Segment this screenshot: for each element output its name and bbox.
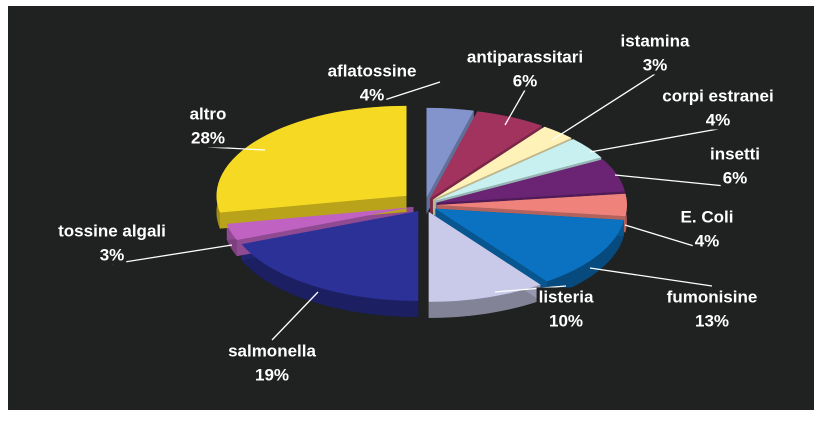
label-bg [692, 231, 722, 251]
slice-side [428, 284, 541, 318]
label-bg [56, 221, 168, 241]
leader-line [551, 73, 656, 141]
leader-line [494, 285, 567, 293]
label-bg [660, 86, 776, 106]
label-bg [252, 365, 292, 385]
labels: aflatossine 4% antiparassitari 6% istamina 3%… [56, 31, 776, 385]
slice [437, 193, 627, 217]
value-label: 4% [695, 231, 720, 250]
value-label: 4% [360, 85, 385, 104]
category-label: listeria [539, 287, 594, 306]
slice [435, 208, 624, 282]
slice-side [241, 244, 419, 317]
label-bg [707, 144, 763, 164]
leader-line [504, 89, 526, 126]
label-bg [536, 287, 596, 307]
slice [216, 105, 407, 213]
label-bg [692, 311, 732, 331]
category-label: insetti [710, 144, 760, 163]
category-label: antiparassitari [467, 47, 583, 66]
label-bg [664, 287, 760, 307]
slice [428, 211, 541, 302]
slice [226, 207, 414, 241]
leader-line [614, 174, 736, 188]
slice-inner [219, 105, 407, 229]
label-bg [640, 55, 670, 75]
category-label: istamina [621, 31, 691, 50]
label-bg [618, 31, 693, 51]
leader-line [589, 128, 719, 153]
label-bg [703, 110, 733, 130]
value-label: 19% [255, 365, 289, 384]
category-label: altro [190, 104, 227, 123]
value-label: 3% [643, 55, 668, 74]
label-bg [678, 207, 736, 227]
slice [241, 210, 419, 301]
slice [432, 126, 572, 200]
category-label: corpi estranei [662, 86, 774, 105]
label-bg [325, 61, 419, 81]
value-label: 4% [706, 110, 731, 129]
category-label: salmonella [228, 341, 316, 360]
slice [436, 159, 625, 203]
category-label: fumonisine [667, 287, 758, 306]
slice-side [547, 219, 624, 298]
value-label: 10% [549, 311, 583, 330]
category-label: E. Coli [681, 207, 734, 226]
leader-line [589, 267, 713, 287]
label-bg [510, 71, 540, 91]
value-label: 13% [695, 311, 729, 330]
value-label: 6% [513, 71, 538, 90]
slice [430, 111, 542, 199]
value-label: 3% [100, 245, 125, 264]
pie-tops [216, 105, 627, 302]
slice [426, 107, 474, 198]
category-label: aflatossine [328, 61, 417, 80]
value-label: 6% [723, 168, 748, 187]
label-bg [187, 104, 229, 124]
label-bg [464, 47, 586, 67]
label-bg [720, 168, 750, 188]
value-label: 28% [191, 128, 225, 147]
label-bg [357, 85, 387, 105]
slice [434, 139, 602, 201]
label-bg [226, 341, 319, 361]
label-bg [97, 245, 127, 265]
leader-line [111, 244, 233, 265]
leader-line [207, 146, 266, 151]
label-bg [188, 128, 228, 148]
label-bg [546, 311, 586, 331]
leader-line [271, 291, 319, 341]
category-label: tossine algali [58, 221, 166, 240]
